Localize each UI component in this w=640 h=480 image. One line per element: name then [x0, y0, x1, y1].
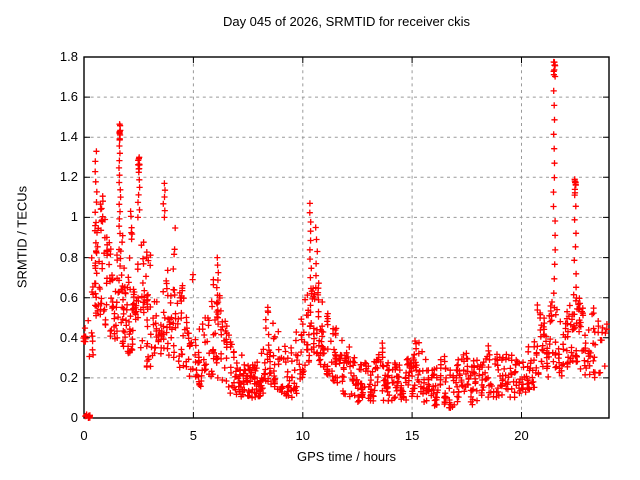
y-tick-label: 1.4: [59, 129, 78, 145]
y-tick-label: 1.6: [59, 89, 78, 105]
y-tick-label: 0.8: [59, 249, 78, 265]
data-points: [80, 58, 610, 421]
grid-lines: [84, 57, 609, 418]
y-tick-label: 0: [70, 410, 78, 425]
y-tick-label: 0.4: [59, 329, 78, 345]
axis-border: [83, 56, 610, 419]
y-axis-label: SRMTID / TECUs: [14, 185, 30, 289]
y-tick-label: 1.2: [59, 169, 78, 185]
y-tick-label: 0.2: [59, 369, 78, 385]
y-tick-label: 1.8: [59, 49, 78, 64]
x-tick-label: 20: [514, 428, 529, 443]
x-axis-label: GPS time / hours: [297, 449, 396, 464]
y-tick-label: 0.6: [59, 289, 78, 305]
x-tick-label: 10: [295, 428, 310, 443]
x-tick-label: 0: [80, 428, 88, 443]
x-tick-label: 5: [189, 428, 197, 443]
x-tick-label: 15: [404, 428, 420, 443]
chart-title: Day 045 of 2026, SRMTID for receiver cki…: [222, 14, 471, 29]
y-tick-label: 1: [70, 209, 78, 225]
